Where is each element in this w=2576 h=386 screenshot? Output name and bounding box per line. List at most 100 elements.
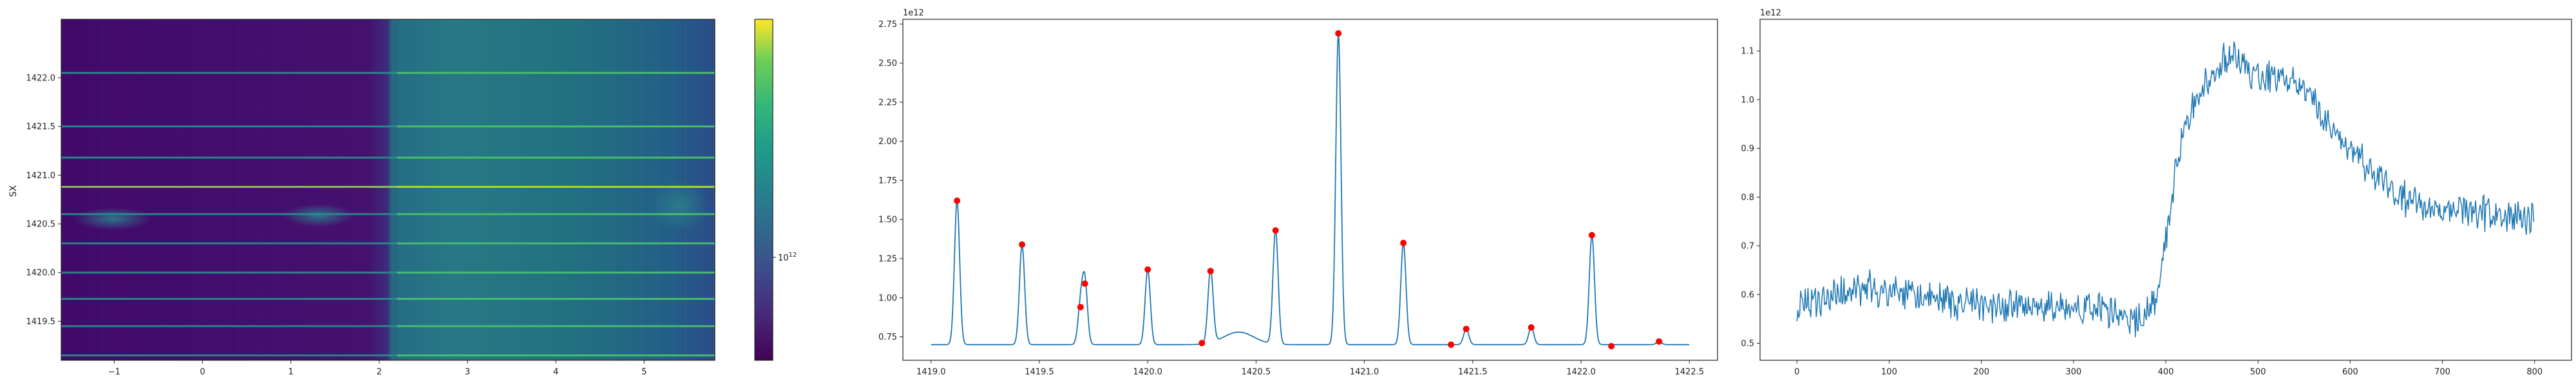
heatmap-texture-stripe [231, 19, 232, 360]
heatmap-texture-stripe [422, 19, 423, 360]
heatmap-texture-stripe [283, 19, 284, 360]
heatmap-texture-stripe [713, 19, 714, 360]
heatmap-x-tick-label: 2 [377, 367, 382, 377]
heatmap-texture-stripe [195, 19, 196, 360]
heatmap-texture-stripe [221, 19, 222, 360]
timeseries-y-tick-label: 0.5 [1741, 339, 1754, 349]
heatmap-texture-stripe [64, 19, 65, 360]
heatmap-texture-stripe [520, 19, 521, 360]
heatmap-texture-stripe [419, 19, 421, 360]
heatmap-texture-stripe [360, 19, 361, 360]
heatmap-bright-row-left [61, 271, 397, 274]
heatmap-texture-stripe [100, 19, 101, 360]
heatmap-texture-stripe [329, 19, 330, 360]
heatmap-texture-stripe [571, 19, 573, 360]
heatmap-texture-stripe [141, 19, 142, 360]
heatmap-texture-stripe [347, 19, 348, 360]
heatmap-texture-stripe [352, 19, 354, 360]
heatmap-texture-stripe [290, 19, 292, 360]
heatmap-texture-stripe [471, 19, 472, 360]
heatmap-texture-stripe [229, 19, 230, 360]
heatmap-texture-stripe [499, 19, 500, 360]
peaks-x-tick-label: 1420.0 [1133, 367, 1162, 377]
heatmap-texture-stripe [175, 19, 176, 360]
peaks-x-tick-label: 1419.0 [916, 367, 946, 377]
heatmap-texture-stripe [159, 19, 160, 360]
timeseries-y-tick-label: 0.8 [1741, 193, 1754, 203]
heatmap-texture-stripe [638, 19, 639, 360]
heatmap-texture-stripe [375, 19, 377, 360]
heatmap-texture-stripe [649, 19, 650, 360]
peaks-y-tick-label: 1.50 [878, 216, 897, 225]
peak-marker [1077, 304, 1084, 311]
timeseries-x-ticks: 0 100 200 300 400 500 600 700 800 [1794, 360, 2543, 377]
timeseries-offset-label: 1e12 [1760, 8, 1781, 18]
heatmap-texture-stripe [298, 19, 299, 360]
heatmap-texture-stripe [478, 19, 480, 360]
heatmap-texture-stripe [128, 19, 129, 360]
heatmap-texture-stripe [337, 19, 338, 360]
heatmap-x-tick-label: 3 [465, 367, 470, 377]
heatmap-bright-row-right [397, 71, 715, 74]
heatmap-bright-row-left [61, 156, 397, 159]
heatmap-texture-stripe [79, 19, 80, 360]
heatmap-texture-stripe [226, 19, 227, 360]
heatmap-texture-stripe [285, 19, 287, 360]
heatmap-texture-stripe [169, 19, 171, 360]
heatmap-texture-stripe [406, 19, 408, 360]
heatmap-texture-stripe [314, 19, 315, 360]
heatmap-texture-stripe [267, 19, 269, 360]
timeseries-x-tick-label: 500 [2250, 367, 2266, 377]
heatmap-x-ticks: −1 0 1 2 3 4 5 [108, 360, 647, 377]
heatmap-texture-stripe [610, 19, 611, 360]
peaks-x-tick-label: 1422.5 [1675, 367, 1705, 377]
heatmap-bright-row-right [397, 354, 715, 356]
heatmap-texture-stripe [146, 19, 147, 360]
heatmap-texture-stripe [378, 19, 379, 360]
heatmap-y-tick-label: 1422.0 [26, 73, 56, 83]
peaks-y-tick-label: 2.00 [878, 137, 897, 147]
heatmap-texture-stripe [180, 19, 181, 360]
heatmap-texture-stripe [172, 19, 173, 360]
heatmap-texture-stripe [252, 19, 253, 360]
peaks-y-tick-label: 1.75 [878, 176, 897, 186]
timeseries-panel: 1e12 0 100 200 300 400 500 600 700 800 0.5 0.6 0.7… [1741, 8, 2572, 377]
heatmap-texture-stripe [71, 19, 73, 360]
heatmap-background [61, 19, 715, 360]
heatmap-x-tick-label: 0 [200, 367, 205, 377]
heatmap-texture-stripe [211, 19, 212, 360]
heatmap-x-tick-label: 5 [641, 367, 647, 377]
heatmap-bright-row-right [397, 156, 715, 159]
heatmap-texture-stripe [463, 19, 464, 360]
heatmap-texture-stripe [569, 19, 570, 360]
heatmap-texture-stripe [113, 19, 114, 360]
heatmap-texture-stripe [538, 19, 539, 360]
heatmap-texture-stripe [440, 19, 441, 360]
heatmap-texture-stripe [257, 19, 258, 360]
heatmap-x-tick-label: −1 [108, 367, 120, 377]
heatmap-texture-stripe [654, 19, 655, 360]
heatmap-texture-stripe [512, 19, 513, 360]
heatmap-texture-stripe [582, 19, 583, 360]
heatmap-x-tick-label: 1 [288, 367, 293, 377]
heatmap-texture-stripe [602, 19, 603, 360]
heatmap-texture-stripe [154, 19, 155, 360]
heatmap-texture-stripe [216, 19, 217, 360]
peaks-x-tick-label: 1421.5 [1458, 367, 1488, 377]
peaks-panel: 1e12 1419.0 1419.5 1420.0 1420.5 1421.0 1421.… [878, 8, 1718, 377]
heatmap-bright-row-right [397, 242, 715, 244]
heatmap-texture-stripe [363, 19, 364, 360]
peaks-y-tick-label: 2.25 [878, 98, 897, 107]
heatmap-texture-stripe [388, 19, 390, 360]
heatmap-texture-stripe [355, 19, 356, 360]
heatmap-bright-row-right [397, 298, 715, 300]
timeseries-y-ticks: 0.5 0.6 0.7 0.8 0.9 1.0 1.1 [1741, 47, 1760, 349]
heatmap-image [61, 19, 715, 360]
heatmap-y-tick-label: 1421.0 [26, 171, 56, 181]
heatmap-texture-stripe [218, 19, 220, 360]
heatmap-texture-stripe [272, 19, 274, 360]
heatmap-texture-stripe [455, 19, 457, 360]
heatmap-texture-stripe [612, 19, 614, 360]
heatmap-bright-row-left [61, 125, 397, 128]
peak-marker [954, 198, 961, 205]
